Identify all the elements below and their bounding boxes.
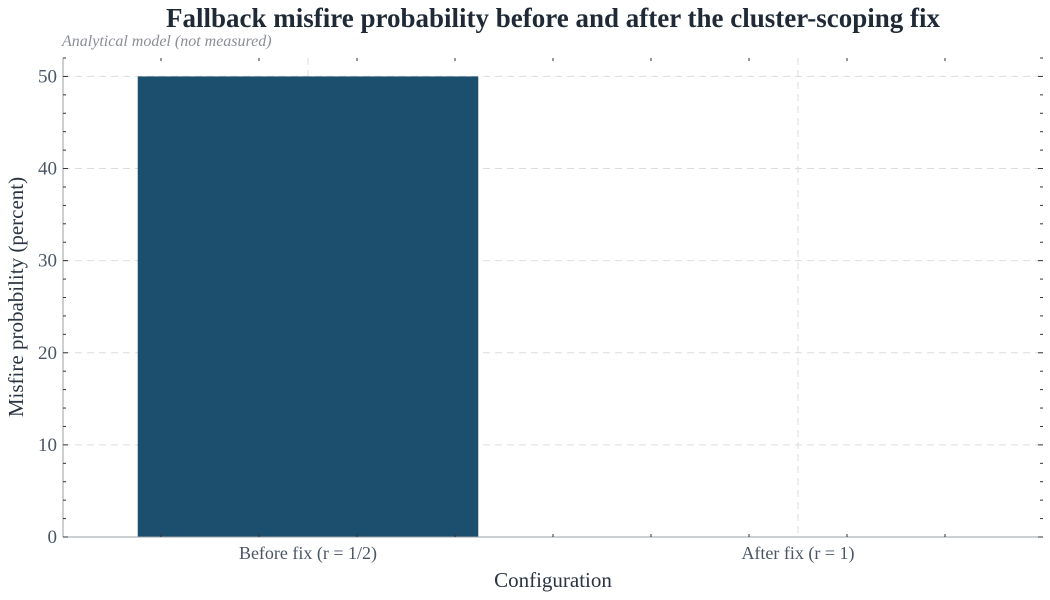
y-axis-title: Misfire probability (percent) — [4, 177, 28, 417]
x-tick-label: After fix (r = 1) — [741, 543, 854, 564]
y-tick-label: 10 — [38, 435, 57, 456]
y-tick-label: 20 — [38, 343, 57, 364]
x-tick-label: Before fix (r = 1/2) — [239, 543, 377, 564]
y-tick-label: 40 — [38, 159, 57, 180]
y-tick-label: 0 — [48, 527, 58, 548]
chart-title: Fallback misfire probability before and … — [166, 3, 940, 33]
tick-labels: 0 10 20 30 40 50 Before fix (r = 1/2) After fix… — [38, 66, 855, 564]
y-tick-label: 50 — [38, 66, 57, 87]
y-tick-label: 30 — [38, 251, 57, 272]
axes — [62, 57, 1043, 538]
bar — [137, 76, 479, 537]
bars — [137, 76, 479, 537]
chart-subtitle: Analytical model (not measured) — [61, 33, 272, 50]
x-axis-title: Configuration — [494, 568, 612, 592]
